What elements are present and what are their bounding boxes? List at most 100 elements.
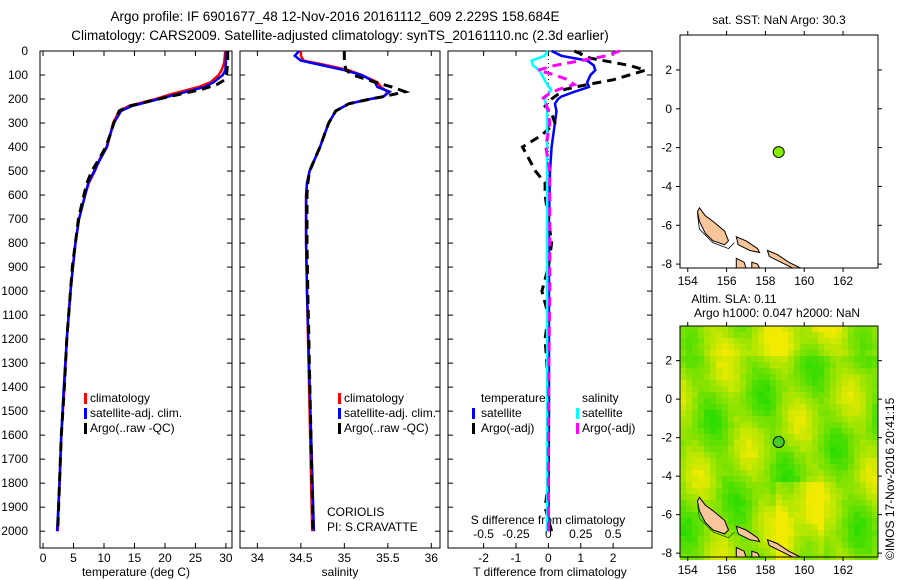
sla-cell xyxy=(680,512,686,518)
sla-cell xyxy=(686,410,692,416)
sla-cell xyxy=(758,356,764,362)
sla-cell xyxy=(728,386,734,392)
sla-cell xyxy=(788,470,794,476)
x-tick-label: 5 xyxy=(70,551,77,565)
sla-cell xyxy=(812,356,818,362)
sla-cell xyxy=(812,500,818,506)
sla-cell xyxy=(758,416,764,422)
x-tick-label: 35.5 xyxy=(376,551,400,565)
sla-cell xyxy=(770,506,776,512)
sla-cell xyxy=(866,530,872,536)
sla-cell xyxy=(686,362,692,368)
sla-cell xyxy=(806,482,812,488)
sla-cell xyxy=(764,470,770,476)
sla-cell xyxy=(830,470,836,476)
sla-cell xyxy=(812,524,818,530)
sla-cell xyxy=(818,332,824,338)
sla-cell xyxy=(770,374,776,380)
legend-swatch xyxy=(472,408,475,419)
sla-cell xyxy=(842,440,848,446)
sla-cell xyxy=(770,326,776,332)
argo-position-marker xyxy=(772,436,785,449)
sla-cell xyxy=(830,518,836,524)
map-sst-title: sat. SST: NaN Argo: 30.3 xyxy=(712,13,846,27)
sla-cell xyxy=(752,338,758,344)
sla-cell xyxy=(860,452,866,458)
sla-cell xyxy=(704,452,710,458)
sla-cell xyxy=(680,440,686,446)
sla-cell xyxy=(740,434,746,440)
sla-cell xyxy=(722,506,728,512)
depth-tick-label: 200 xyxy=(8,92,28,106)
sla-cell xyxy=(686,512,692,518)
sla-cell xyxy=(794,464,800,470)
sla-cell xyxy=(824,446,830,452)
sla-cell xyxy=(842,374,848,380)
sla-cell xyxy=(764,338,770,344)
sla-cell xyxy=(824,530,830,536)
lon-tick-label: 160 xyxy=(794,274,814,288)
sla-cell xyxy=(752,374,758,380)
sla-cell xyxy=(842,542,848,548)
sla-cell xyxy=(854,398,860,404)
sla-cell xyxy=(692,434,698,440)
sla-cell xyxy=(800,350,806,356)
sla-cell xyxy=(830,482,836,488)
sla-cell xyxy=(872,398,878,404)
sla-cell xyxy=(770,548,776,554)
sla-cell xyxy=(680,482,686,488)
sla-cell xyxy=(842,356,848,362)
sla-cell xyxy=(722,464,728,470)
sla-cell xyxy=(776,404,782,410)
sla-cell xyxy=(794,362,800,368)
sla-cell xyxy=(842,512,848,518)
sla-cell xyxy=(824,464,830,470)
sla-cell xyxy=(872,356,878,362)
sla-cell xyxy=(704,416,710,422)
lon-tick-label: 160 xyxy=(794,563,814,577)
sla-cell xyxy=(698,476,704,482)
sla-cell xyxy=(794,392,800,398)
sst-map xyxy=(696,146,801,269)
sla-cell xyxy=(854,344,860,350)
sla-cell xyxy=(830,440,836,446)
sla-cell xyxy=(716,362,722,368)
sla-cell xyxy=(752,512,758,518)
sla-cell xyxy=(824,344,830,350)
sla-cell xyxy=(728,452,734,458)
sla-cell xyxy=(734,374,740,380)
map-sla-title-2: Argo h1000: 0.047 h2000: NaN xyxy=(694,306,860,320)
sla-cell xyxy=(698,350,704,356)
lon-tick-label: 162 xyxy=(833,274,853,288)
sla-cell xyxy=(710,482,716,488)
sla-cell xyxy=(722,446,728,452)
sla-cell xyxy=(800,476,806,482)
sla-cell xyxy=(824,512,830,518)
sla-cell xyxy=(728,488,734,494)
sla-cell xyxy=(848,518,854,524)
sla-cell xyxy=(794,404,800,410)
sla-cell xyxy=(740,344,746,350)
sla-cell xyxy=(728,536,734,542)
sla-cell xyxy=(776,488,782,494)
sla-cell xyxy=(818,416,824,422)
sla-cell xyxy=(710,530,716,536)
sla-cell xyxy=(740,524,746,530)
sla-cell xyxy=(692,440,698,446)
lat-tick-label: 0 xyxy=(665,392,672,406)
sla-cell xyxy=(758,440,764,446)
legend-s-satellite: satellite xyxy=(582,406,623,420)
legend-swatch xyxy=(84,393,87,404)
sla-cell xyxy=(782,422,788,428)
sla-cell xyxy=(716,494,722,500)
data-centre-label: CORIOLIS xyxy=(327,505,384,519)
sla-cell xyxy=(722,398,728,404)
sla-cell xyxy=(746,350,752,356)
depth-tick-label: 1600 xyxy=(1,428,28,442)
sla-cell xyxy=(794,374,800,380)
sla-cell xyxy=(800,374,806,380)
sla-cell xyxy=(812,440,818,446)
series-argo-raw-qc- xyxy=(56,51,230,532)
sla-cell xyxy=(842,482,848,488)
sla-cell xyxy=(776,524,782,530)
